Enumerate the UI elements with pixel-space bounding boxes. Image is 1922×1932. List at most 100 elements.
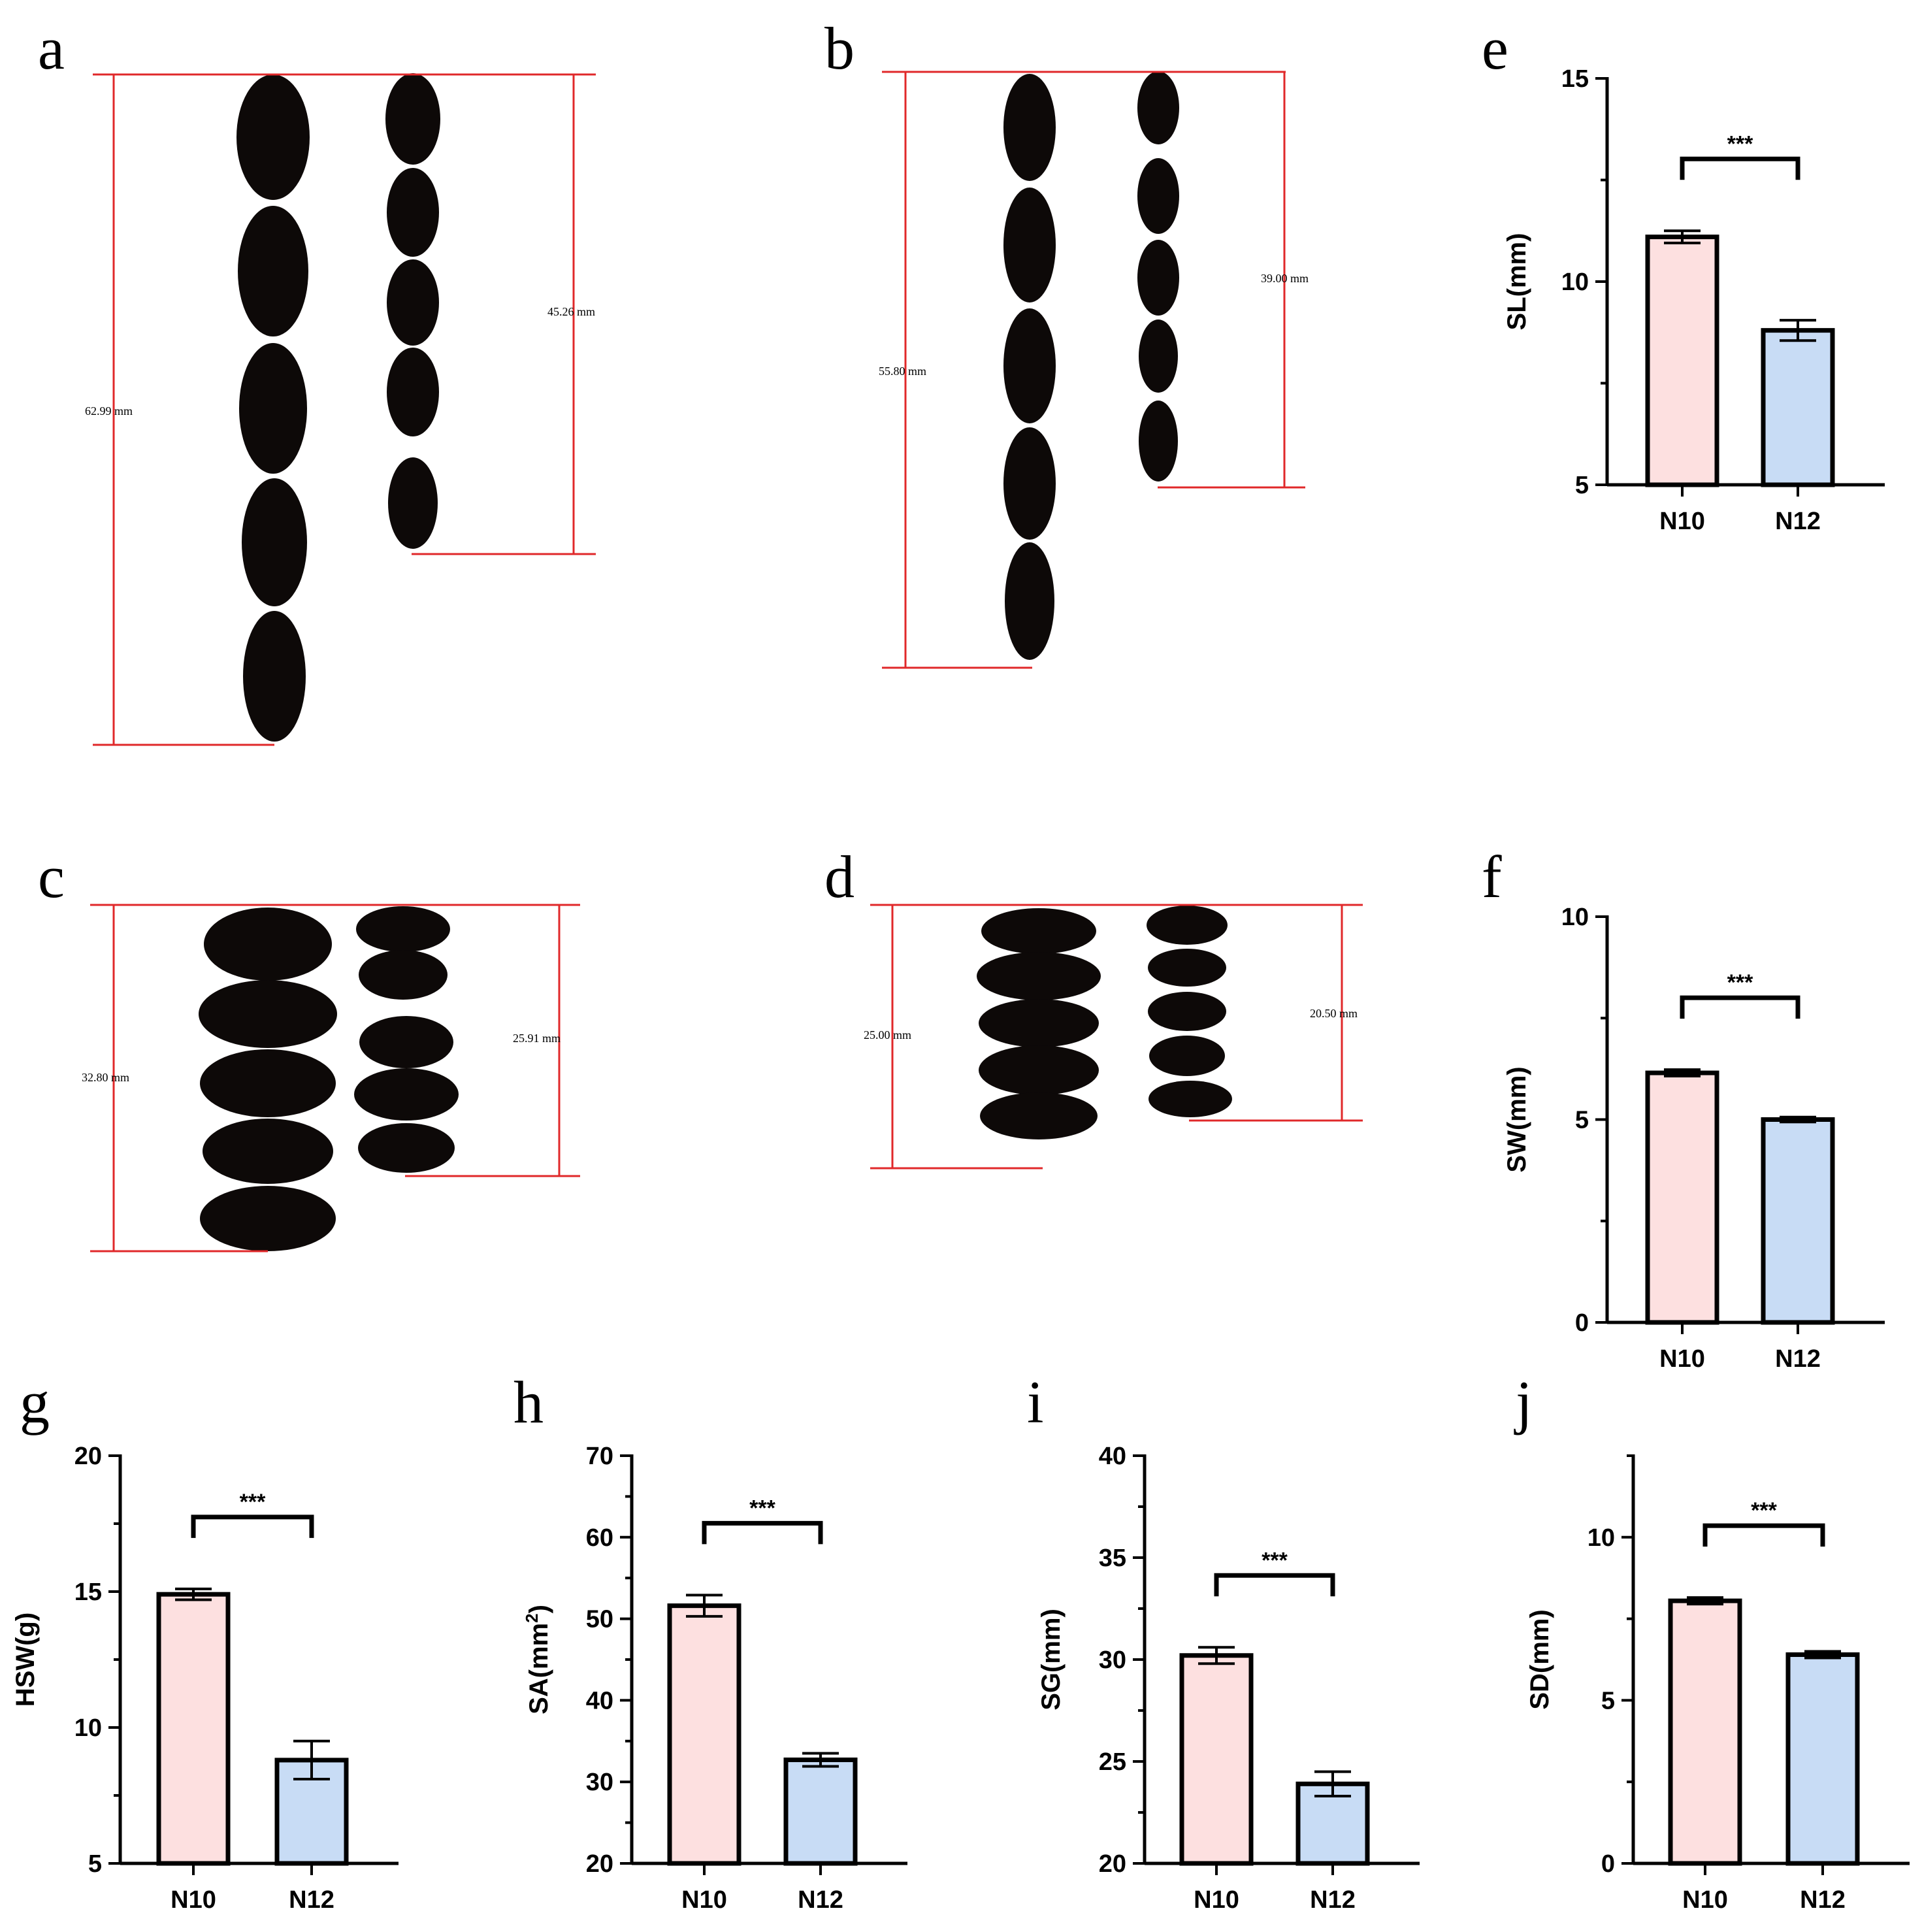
bar-n12 xyxy=(1785,1652,1860,1866)
x-tick-label: N12 xyxy=(1800,1886,1846,1914)
y-tick-label: 70 xyxy=(586,1443,613,1470)
seed-shape xyxy=(356,906,450,952)
bar-n10 xyxy=(1645,235,1719,487)
seed-shape xyxy=(243,611,306,742)
y-tick-label: 15 xyxy=(74,1579,102,1606)
seed-shape xyxy=(1137,240,1179,316)
seed-shape xyxy=(1148,949,1226,987)
x-tick-label: N12 xyxy=(1310,1886,1356,1914)
seed-shape xyxy=(1139,319,1178,393)
measure-label: 39.00 mm xyxy=(1261,272,1309,285)
seed-shape xyxy=(1147,906,1228,945)
y-tick-label: 20 xyxy=(1099,1850,1126,1878)
bar-n10 xyxy=(156,1592,231,1866)
seed-shape xyxy=(1137,71,1179,144)
seed-shape xyxy=(1003,308,1056,423)
y-axis-title: SG(mm) xyxy=(1037,1609,1066,1711)
seed-shape xyxy=(1137,158,1179,234)
y-tick-label: 35 xyxy=(1099,1545,1126,1572)
seed-shape xyxy=(239,343,307,474)
seed-shape xyxy=(1003,74,1056,181)
seed-shape xyxy=(359,950,448,1000)
measure-label: 45.26 mm xyxy=(547,305,595,318)
y-tick-label: 40 xyxy=(586,1687,613,1714)
seed-shape xyxy=(1003,188,1056,303)
seed-shape xyxy=(200,1186,336,1251)
bar-n10 xyxy=(1645,1070,1719,1325)
seed-photo-a: 62.99 mm 45.26 mm xyxy=(85,73,596,746)
panel-letter-j: j xyxy=(1516,1369,1533,1435)
y-tick-label: 5 xyxy=(1575,1107,1589,1134)
seed-shape xyxy=(1149,1036,1225,1076)
seed-photo-b: 55.80 mm 39.00 mm xyxy=(879,71,1309,669)
panel-letter-c: c xyxy=(38,843,65,910)
seed-shape xyxy=(387,348,439,436)
x-tick-label: N12 xyxy=(1775,1345,1821,1373)
y-tick-label: 5 xyxy=(1575,472,1589,499)
seed-shape xyxy=(204,908,332,981)
panel-letter-a: a xyxy=(38,15,65,82)
y-axis-title: SW(mm) xyxy=(1503,1066,1531,1172)
y-tick-label: 5 xyxy=(1601,1687,1615,1714)
seed-shape xyxy=(236,74,310,200)
panel-letter-f: f xyxy=(1482,843,1502,910)
panel-letter-g: g xyxy=(20,1369,50,1435)
y-tick-label: 30 xyxy=(586,1769,613,1796)
seed-shape xyxy=(387,168,439,257)
significance-label: *** xyxy=(1727,970,1753,995)
bar-n12 xyxy=(1761,328,1835,487)
panel-letter-b: b xyxy=(824,15,855,82)
measure-label: 55.80 mm xyxy=(879,365,926,378)
y-tick-label: 30 xyxy=(1099,1646,1126,1674)
panel-letter-e: e xyxy=(1482,15,1508,82)
seed-shape xyxy=(1148,992,1226,1031)
y-tick-label: 15 xyxy=(1561,65,1589,93)
seed-shape xyxy=(979,999,1099,1047)
seed-shape xyxy=(242,478,307,606)
y-tick-label: 10 xyxy=(1588,1524,1615,1552)
y-axis-title: SA(mm2) xyxy=(522,1605,553,1714)
bar-n12 xyxy=(783,1758,858,1866)
x-tick-label: N10 xyxy=(1659,1345,1705,1373)
bar-n12 xyxy=(1761,1117,1835,1325)
x-tick-label: N10 xyxy=(171,1886,216,1914)
seed-shape xyxy=(981,908,1096,954)
seed-shape xyxy=(1139,401,1178,482)
seed-shape xyxy=(358,1123,455,1173)
significance-label: *** xyxy=(749,1496,775,1520)
y-tick-label: 5 xyxy=(88,1850,102,1878)
seed-shape xyxy=(200,1049,336,1117)
significance-bracket xyxy=(191,1514,314,1538)
seed-shape xyxy=(1148,1081,1232,1117)
significance-label: *** xyxy=(1727,131,1753,156)
measure-label: 32.80 mm xyxy=(82,1071,129,1084)
y-tick-label: 40 xyxy=(1099,1443,1126,1470)
y-axis-title: SL(mm) xyxy=(1503,233,1531,331)
y-tick-label: 10 xyxy=(1561,904,1589,931)
y-tick-label: 50 xyxy=(586,1606,613,1633)
seed-shape xyxy=(1005,542,1054,660)
y-tick-label: 10 xyxy=(1561,269,1589,296)
bar-n10 xyxy=(1668,1598,1742,1866)
x-tick-label: N12 xyxy=(289,1886,334,1914)
seed-shape xyxy=(1003,427,1056,540)
y-tick-label: 0 xyxy=(1601,1850,1615,1878)
y-tick-label: 10 xyxy=(74,1714,102,1742)
x-tick-label: N10 xyxy=(1682,1886,1728,1914)
y-tick-label: 25 xyxy=(1099,1748,1126,1776)
seed-shape xyxy=(385,73,440,165)
significance-bracket xyxy=(702,1520,823,1545)
seed-shape xyxy=(980,1092,1098,1139)
panel-letter-h: h xyxy=(513,1369,544,1435)
seed-shape xyxy=(199,980,337,1048)
seed-shape xyxy=(238,206,308,336)
seed-shape xyxy=(979,1045,1099,1095)
bar-n10 xyxy=(1179,1653,1254,1866)
panel-letter-i: i xyxy=(1027,1369,1044,1435)
seed-photo-d: 25.00 mm 20.50 mm xyxy=(864,904,1363,1170)
significance-bracket xyxy=(1702,1523,1825,1547)
y-tick-label: 60 xyxy=(586,1524,613,1552)
measure-label: 20.50 mm xyxy=(1310,1007,1358,1020)
significance-label: *** xyxy=(240,1490,266,1514)
